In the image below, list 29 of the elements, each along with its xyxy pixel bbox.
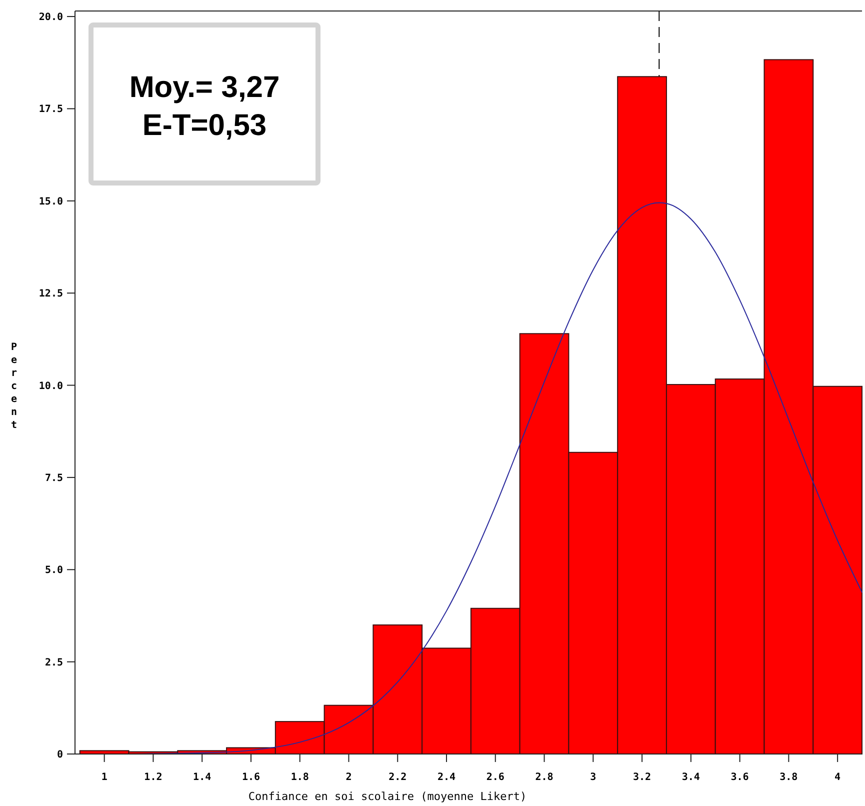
x-tick-label: 1.2 — [144, 772, 162, 783]
x-tick-label: 1.6 — [242, 772, 260, 783]
x-tick-label: 3 — [590, 772, 596, 783]
x-tick-label: 3.6 — [730, 772, 749, 783]
y-tick-label: 10.0 — [38, 380, 63, 392]
annotation: Moy.= 3,27 — [129, 71, 280, 104]
y-tick-label: 0 — [56, 750, 63, 760]
x-tick-label: 1.8 — [290, 772, 309, 783]
x-tick-label: 2.2 — [388, 772, 407, 783]
y-tick-label: 20.0 — [38, 12, 63, 24]
x-tick-label: 4 — [834, 772, 841, 783]
annotation: E-T=0,53 — [142, 109, 267, 142]
y-tick-label: 17.5 — [38, 104, 63, 116]
x-tick-label: 1.4 — [193, 772, 212, 783]
x-tick-label: 2.8 — [535, 772, 554, 783]
y-tick-label: 5.0 — [44, 565, 63, 576]
x-tick-label: 3.2 — [633, 772, 652, 783]
y-tick-label: 2.5 — [44, 657, 63, 668]
x-tick-label: 1 — [101, 772, 108, 783]
x-tick-label: 3.4 — [682, 772, 700, 783]
x-tick-label: 2.4 — [437, 772, 456, 783]
x-tick-label: 2 — [346, 772, 352, 783]
x-tick-label: 3.8 — [780, 772, 798, 783]
y-axis-title: Percent — [10, 342, 18, 431]
y-tick-label: 12.5 — [38, 288, 63, 300]
x-tick-label: 2.6 — [486, 772, 504, 783]
y-tick-label: 15.0 — [38, 196, 63, 208]
x-axis-title: Confiance en soi scolaire (moyenne Likert) — [248, 790, 527, 803]
y-tick-label: 7.5 — [44, 472, 63, 484]
